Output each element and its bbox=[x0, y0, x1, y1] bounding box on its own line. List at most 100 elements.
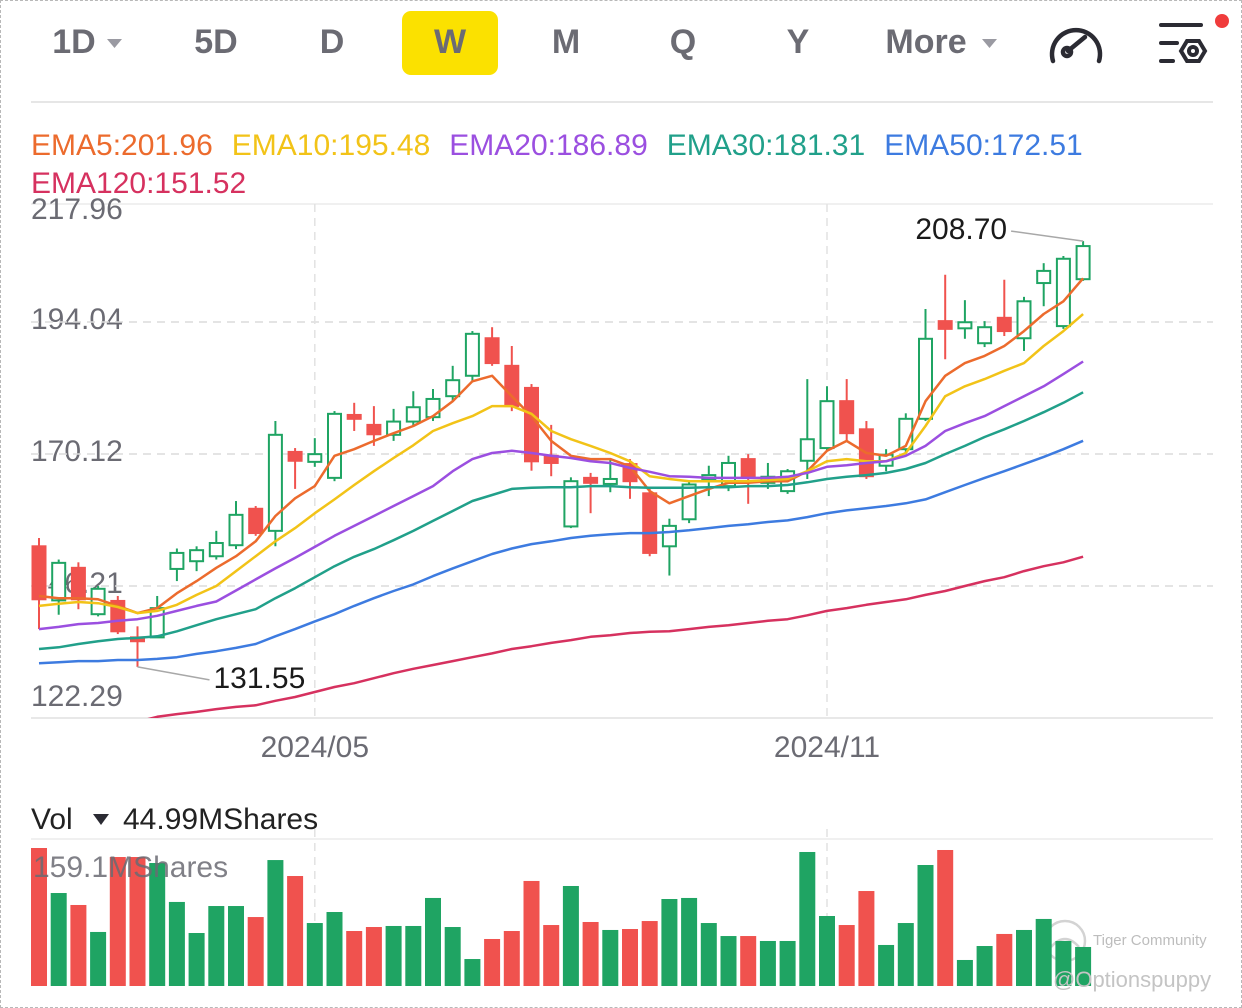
candle-body bbox=[287, 450, 303, 462]
volume-bar bbox=[90, 931, 107, 986]
dropdown-arrow[interactable] bbox=[107, 39, 122, 48]
volume-bar bbox=[444, 927, 461, 986]
candle-body bbox=[937, 320, 953, 330]
volume-dropdown[interactable] bbox=[93, 814, 109, 825]
volume-bar bbox=[326, 912, 343, 986]
volume-bar bbox=[306, 923, 323, 986]
volume-bar bbox=[720, 936, 737, 986]
indicator-icon[interactable] bbox=[1049, 27, 1103, 64]
candle-body bbox=[248, 507, 264, 535]
tab[interactable]: 1D bbox=[52, 23, 95, 61]
volume-bar bbox=[917, 865, 934, 986]
tab[interactable]: Y bbox=[787, 23, 810, 61]
candle-body bbox=[1055, 257, 1071, 328]
tab[interactable]: Q bbox=[670, 23, 696, 61]
volume-bar bbox=[1075, 946, 1092, 986]
annotation-leader bbox=[1010, 230, 1084, 242]
volume-title: Vol bbox=[31, 803, 73, 836]
ema-line bbox=[38, 391, 1084, 651]
volume-bar bbox=[641, 921, 658, 986]
volume-bar bbox=[996, 933, 1013, 986]
volume-bar bbox=[484, 938, 501, 986]
ema-line bbox=[38, 277, 1085, 615]
ema-line bbox=[147, 555, 1084, 718]
volume-bar bbox=[779, 940, 796, 986]
ema-lines bbox=[38, 277, 1085, 718]
y-tick-label: 159.1MShares bbox=[33, 851, 228, 884]
selected-tab-bg bbox=[402, 11, 498, 75]
ema-line bbox=[38, 439, 1084, 665]
candle-body bbox=[1036, 269, 1052, 285]
notification-dot bbox=[1215, 14, 1229, 28]
candle-body bbox=[681, 483, 697, 521]
legend-entry: EMA5:201.96 bbox=[31, 129, 213, 162]
legend-entry: EMA30:181.31 bbox=[667, 129, 865, 162]
volume-bar bbox=[385, 925, 402, 986]
ema-line bbox=[38, 360, 1084, 631]
volume-bar bbox=[622, 929, 638, 986]
volume-bar bbox=[425, 897, 441, 986]
settings-icon[interactable] bbox=[1159, 23, 1208, 63]
volume-bar bbox=[149, 863, 166, 986]
volume-bar bbox=[838, 925, 855, 986]
volume-bar bbox=[346, 931, 363, 986]
tab[interactable]: More bbox=[885, 23, 966, 61]
volume-bar bbox=[129, 857, 146, 986]
candle-body bbox=[740, 458, 756, 478]
ema-line bbox=[38, 313, 1084, 615]
candle-body bbox=[189, 549, 205, 563]
candle-body bbox=[425, 397, 441, 419]
watermark-user: @Optionspuppy bbox=[1053, 967, 1211, 992]
volume-bar bbox=[365, 927, 382, 986]
volume-bar bbox=[602, 929, 619, 986]
volume-bar bbox=[287, 876, 304, 986]
volume-bar bbox=[819, 916, 835, 986]
candle-body bbox=[70, 566, 86, 601]
legend-entry: EMA20:186.89 bbox=[449, 129, 647, 162]
candle-body bbox=[484, 337, 500, 365]
tab[interactable]: W bbox=[434, 23, 467, 61]
y-tick-label: 194.04 bbox=[31, 303, 123, 336]
candle-body bbox=[661, 524, 677, 548]
volume-bar bbox=[543, 925, 560, 986]
volume-bar bbox=[956, 959, 973, 986]
candle-body bbox=[583, 476, 599, 484]
volume-bar bbox=[681, 897, 698, 986]
candle-body bbox=[307, 453, 323, 463]
candle-body bbox=[977, 326, 993, 345]
candle-body bbox=[445, 379, 461, 398]
candle-body bbox=[602, 477, 618, 485]
candle-body bbox=[346, 413, 362, 420]
x-tick-label: 2024/11 bbox=[774, 731, 880, 764]
candle-body bbox=[799, 438, 815, 462]
volume-bar bbox=[1055, 940, 1072, 986]
candle-body bbox=[464, 332, 480, 377]
volume-bar bbox=[1016, 929, 1032, 986]
volume-bar bbox=[405, 925, 422, 986]
volume-bar bbox=[976, 946, 993, 986]
volume-bar bbox=[1035, 918, 1052, 986]
volume-bar bbox=[878, 944, 895, 986]
volume-bar bbox=[740, 936, 757, 986]
legend-entry: EMA50:172.51 bbox=[884, 129, 1082, 162]
volume-bar bbox=[937, 849, 954, 986]
candle-body bbox=[524, 386, 539, 463]
volume-bar bbox=[208, 906, 225, 986]
y-tick-label: 122.29 bbox=[31, 680, 123, 713]
volume-bar bbox=[700, 923, 717, 986]
volume-bar bbox=[168, 901, 185, 986]
candle-body bbox=[996, 316, 1012, 333]
tab[interactable]: D bbox=[320, 23, 345, 61]
tab[interactable]: 5D bbox=[194, 23, 237, 61]
y-tick-label: 217.96 bbox=[31, 193, 123, 226]
volume-bar bbox=[661, 899, 678, 986]
volume-bar bbox=[50, 893, 67, 986]
candle-body bbox=[208, 541, 224, 558]
volume-bar bbox=[759, 940, 776, 986]
dropdown-arrow[interactable] bbox=[982, 39, 997, 48]
volume-bar bbox=[523, 880, 540, 986]
annotation-leader bbox=[137, 666, 210, 681]
tab[interactable]: M bbox=[552, 23, 580, 61]
candle-body bbox=[228, 513, 244, 547]
